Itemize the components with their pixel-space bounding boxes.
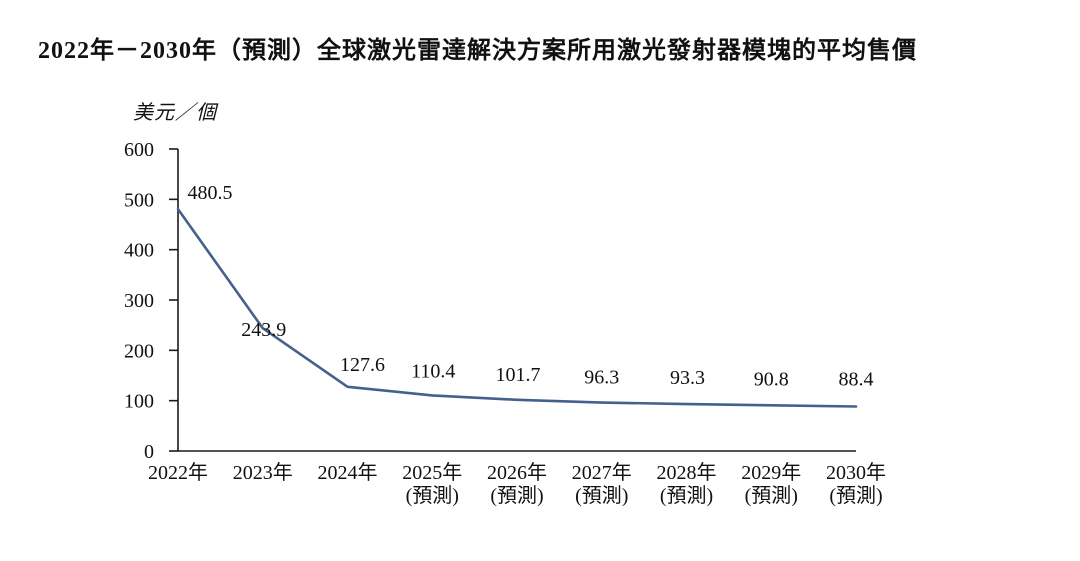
x-tick-label-forecast: (預測) [660, 484, 713, 507]
x-tick-label-forecast: (預測) [575, 484, 628, 507]
data-label: 88.4 [839, 369, 874, 391]
data-label: 127.6 [340, 354, 385, 376]
y-tick-label: 400 [124, 240, 154, 262]
y-tick-label: 0 [144, 441, 154, 463]
data-label: 110.4 [411, 360, 455, 382]
data-label: 93.3 [670, 367, 705, 389]
data-label: 101.7 [496, 364, 541, 386]
x-tick-label-year: 2030年 [826, 461, 886, 484]
x-tick-label-forecast: (預測) [490, 484, 543, 507]
x-tick-label-year: 2024年 [318, 461, 378, 484]
data-label: 96.3 [584, 367, 619, 389]
y-tick-label: 100 [124, 391, 154, 413]
y-tick-label: 200 [124, 340, 154, 362]
x-tick-label-year: 2029年 [741, 461, 801, 484]
data-label: 90.8 [754, 368, 789, 390]
data-label: 480.5 [188, 182, 233, 204]
x-tick-label-year: 2027年 [572, 461, 632, 484]
price-line [176, 207, 858, 408]
x-tick-label-forecast: (預測) [406, 484, 459, 507]
x-tick-label-year: 2026年 [487, 461, 547, 484]
x-tick-label-year: 2025年 [402, 461, 462, 484]
x-tick-label-forecast: (預測) [745, 484, 798, 507]
x-tick-label-year: 2022年 [148, 461, 208, 484]
x-tick-label-year: 2028年 [657, 461, 717, 484]
y-tick-label: 300 [124, 290, 154, 312]
y-tick-label: 600 [124, 139, 154, 161]
y-tick-label: 500 [124, 189, 154, 211]
x-tick-label-year: 2023年 [233, 461, 293, 484]
chart-title: 2022年－2030年（預測）全球激光雷達解決方案所用激光發射器模塊的平均售價 [38, 38, 917, 64]
data-label: 243.9 [241, 319, 286, 341]
x-tick-label-forecast: (預測) [829, 484, 882, 507]
y-axis-unit-label: 美元／個 [133, 102, 217, 124]
